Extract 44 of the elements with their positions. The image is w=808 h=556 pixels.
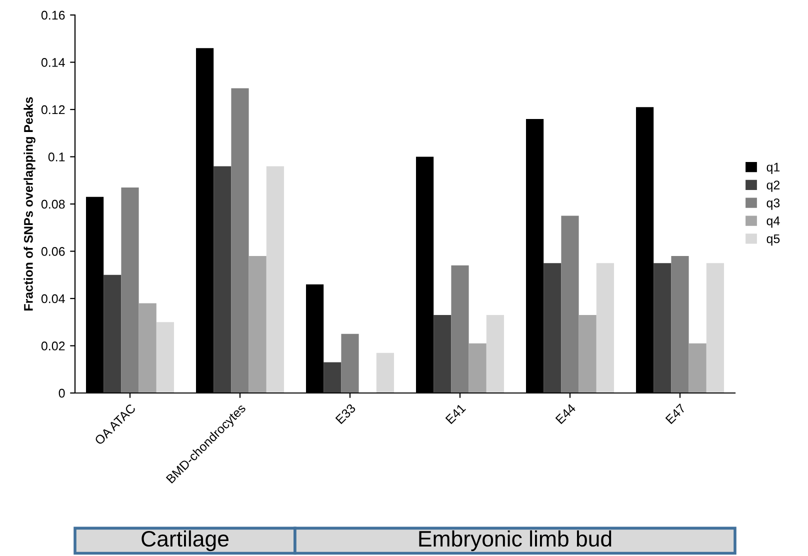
bar [486,315,504,393]
legend-label: q1 [766,162,780,174]
bar [578,315,596,393]
y-tick-label: 0.04 [41,294,65,304]
y-tick-label: 0.02 [41,342,65,350]
text: Cartilage [142,530,228,552]
text: Embryonic limb bud [419,530,612,552]
bar [671,256,689,393]
bar [451,265,469,393]
legend-label: q4 [766,216,780,228]
legend-label: q3 [766,198,780,210]
y-axis-title: Fraction of SNPs overlapping Peaks [24,97,36,310]
y-tick-label: 0.12 [41,105,65,114]
bar [231,88,249,393]
bar [104,274,122,393]
bar [214,166,232,393]
x-tick-label: E33 [335,403,356,424]
bar [156,322,174,393]
bar [544,263,562,393]
bar [266,166,284,393]
bar [596,263,614,393]
bar [376,352,394,393]
y-tick-label: 0.1 [48,152,65,162]
bar [654,263,672,393]
bar [561,216,579,393]
x-tick-label: E41 [445,403,466,424]
bar [248,256,266,393]
y-tick-label: 0 [58,388,65,398]
legend-label: q2 [766,180,780,192]
y-tick-label: 0.06 [41,247,65,256]
bar [706,263,724,393]
bar [434,315,452,393]
bar [324,362,342,393]
y-tick-label: 0.16 [41,10,65,20]
bar [688,343,706,393]
bar [341,334,359,393]
bar [121,187,139,393]
legend-label: q5 [766,234,780,246]
bar [138,303,156,393]
x-tick-label: E47 [665,403,686,424]
y-tick-label: 0.08 [41,200,65,209]
x-tick-label: E44 [555,403,576,424]
y-tick-label: 0.14 [41,58,65,67]
bar [468,343,486,393]
